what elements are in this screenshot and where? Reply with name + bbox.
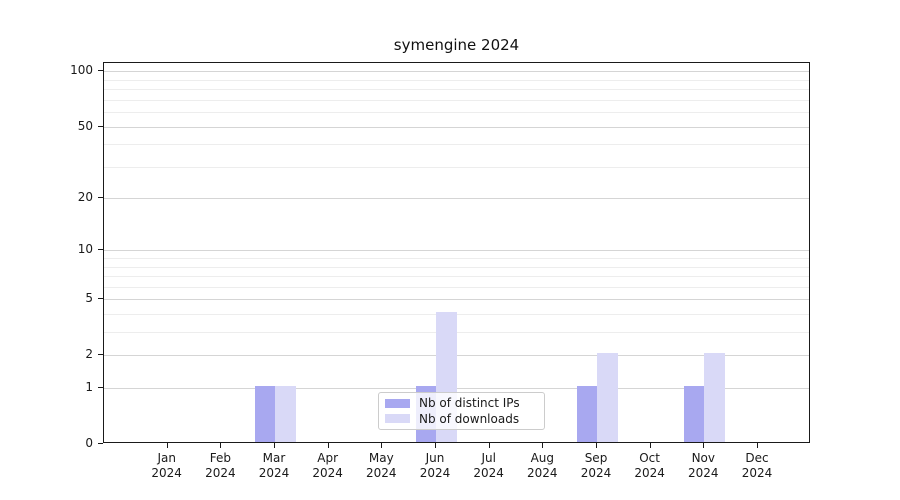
legend-swatch-distinct-ips	[385, 399, 410, 408]
bar-distinct-ips	[684, 386, 705, 442]
minor-gridline	[104, 258, 809, 259]
x-tick-label: Aug2024	[512, 451, 572, 481]
major-gridline	[104, 198, 809, 199]
y-tick-label: 1	[38, 380, 93, 394]
x-tick-mark	[220, 443, 221, 448]
x-tick-label: Jun2024	[405, 451, 465, 481]
minor-gridline	[104, 100, 809, 101]
major-gridline	[104, 250, 809, 251]
minor-gridline	[104, 144, 809, 145]
x-tick-label: Apr2024	[298, 451, 358, 481]
x-tick-mark	[542, 443, 543, 448]
x-tick-mark	[489, 443, 490, 448]
minor-gridline	[104, 167, 809, 168]
x-tick-label: Mar2024	[244, 451, 304, 481]
x-tick-mark	[703, 443, 704, 448]
legend-label: Nb of downloads	[419, 412, 519, 426]
minor-gridline	[104, 276, 809, 277]
x-tick-label: Feb2024	[190, 451, 250, 481]
y-tick-label: 20	[38, 190, 93, 204]
minor-gridline	[104, 314, 809, 315]
major-gridline	[104, 71, 809, 72]
minor-gridline	[104, 80, 809, 81]
chart-canvas: symengine 2024 0 1 2 5 10 20 50 100 Jan2024Feb2…	[0, 0, 900, 500]
legend-label: Nb of distinct IPs	[419, 396, 520, 410]
x-tick-label: Oct2024	[620, 451, 680, 481]
minor-gridline	[104, 332, 809, 333]
x-tick-mark	[757, 443, 758, 448]
bar-distinct-ips	[577, 386, 598, 442]
y-tick-mark	[98, 126, 103, 127]
y-tick-label: 100	[38, 63, 93, 77]
x-tick-mark	[381, 443, 382, 448]
y-tick-mark	[98, 387, 103, 388]
x-tick-mark	[167, 443, 168, 448]
y-tick-mark	[98, 443, 103, 444]
y-tick-label: 5	[38, 291, 93, 305]
x-tick-label: Jan2024	[137, 451, 197, 481]
x-tick-label: Sep2024	[566, 451, 626, 481]
y-tick-mark	[98, 197, 103, 198]
x-tick-label: Nov2024	[673, 451, 733, 481]
y-tick-mark	[98, 249, 103, 250]
major-gridline	[104, 127, 809, 128]
minor-gridline	[104, 287, 809, 288]
x-tick-label: Jul2024	[459, 451, 519, 481]
legend-item: Nb of downloads	[385, 412, 538, 426]
minor-gridline	[104, 267, 809, 268]
x-tick-label: Dec2024	[727, 451, 787, 481]
plot-area	[103, 62, 810, 443]
legend-swatch-downloads	[385, 414, 410, 423]
legend: Nb of distinct IPs Nb of downloads	[378, 392, 545, 430]
x-tick-mark	[650, 443, 651, 448]
x-tick-label: May2024	[351, 451, 411, 481]
y-tick-label: 10	[38, 242, 93, 256]
bar-distinct-ips	[255, 386, 276, 442]
major-gridline	[104, 355, 809, 356]
x-tick-mark	[274, 443, 275, 448]
y-tick-mark	[98, 298, 103, 299]
y-tick-label: 50	[38, 119, 93, 133]
y-tick-mark	[98, 354, 103, 355]
x-tick-mark	[435, 443, 436, 448]
x-tick-mark	[596, 443, 597, 448]
bar-downloads	[597, 353, 618, 442]
legend-item: Nb of distinct IPs	[385, 396, 538, 410]
major-gridline	[104, 299, 809, 300]
x-tick-mark	[328, 443, 329, 448]
chart-title: symengine 2024	[103, 36, 810, 56]
y-tick-mark	[98, 70, 103, 71]
y-tick-label: 2	[38, 347, 93, 361]
minor-gridline	[104, 112, 809, 113]
bar-downloads	[275, 386, 296, 442]
minor-gridline	[104, 89, 809, 90]
y-tick-label: 0	[38, 436, 93, 450]
bar-downloads	[704, 353, 725, 442]
